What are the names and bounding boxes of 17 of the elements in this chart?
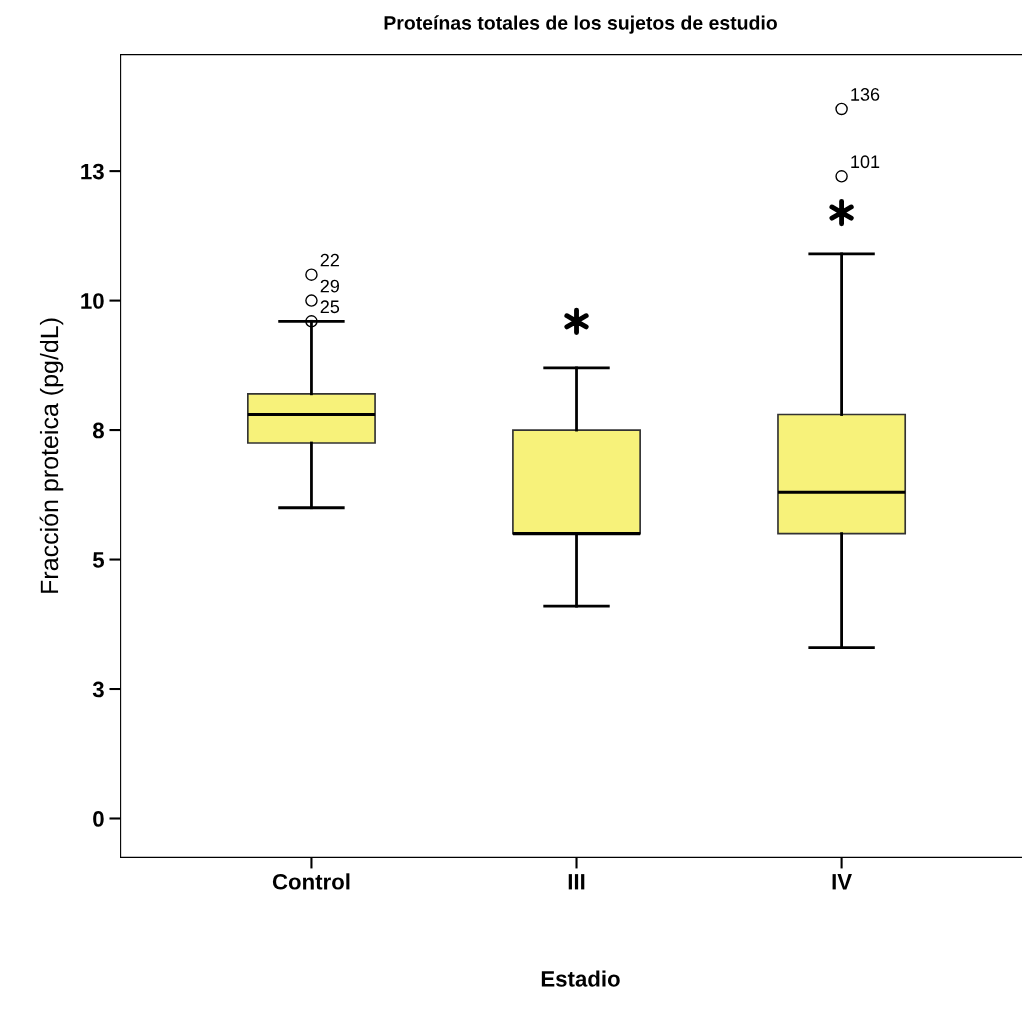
y-tick-label: 8: [92, 422, 104, 439]
annotation: 25: [320, 300, 340, 314]
y-tick-label: 3: [92, 681, 104, 698]
x-axis-title: Estadio: [541, 970, 620, 987]
x-tick-label: IV: [832, 874, 852, 890]
y-tick-label: 10: [81, 293, 104, 309]
annotation: 22: [320, 253, 339, 267]
y-tick-label: 0: [93, 811, 104, 827]
chart-title: Proteínas totales de los sujetos de estudio: [384, 15, 777, 34]
annotation: 29: [320, 279, 340, 293]
annotation: 136: [851, 88, 880, 101]
y-tick-label: 5: [92, 552, 105, 568]
x-tick-label: III: [568, 874, 585, 890]
x-tick-label: Control: [272, 873, 350, 890]
y-tick-label: 13: [81, 163, 104, 180]
y-axis-title: Fracción proteica (pg/dL): [39, 318, 64, 593]
annotation: 101: [851, 155, 880, 169]
